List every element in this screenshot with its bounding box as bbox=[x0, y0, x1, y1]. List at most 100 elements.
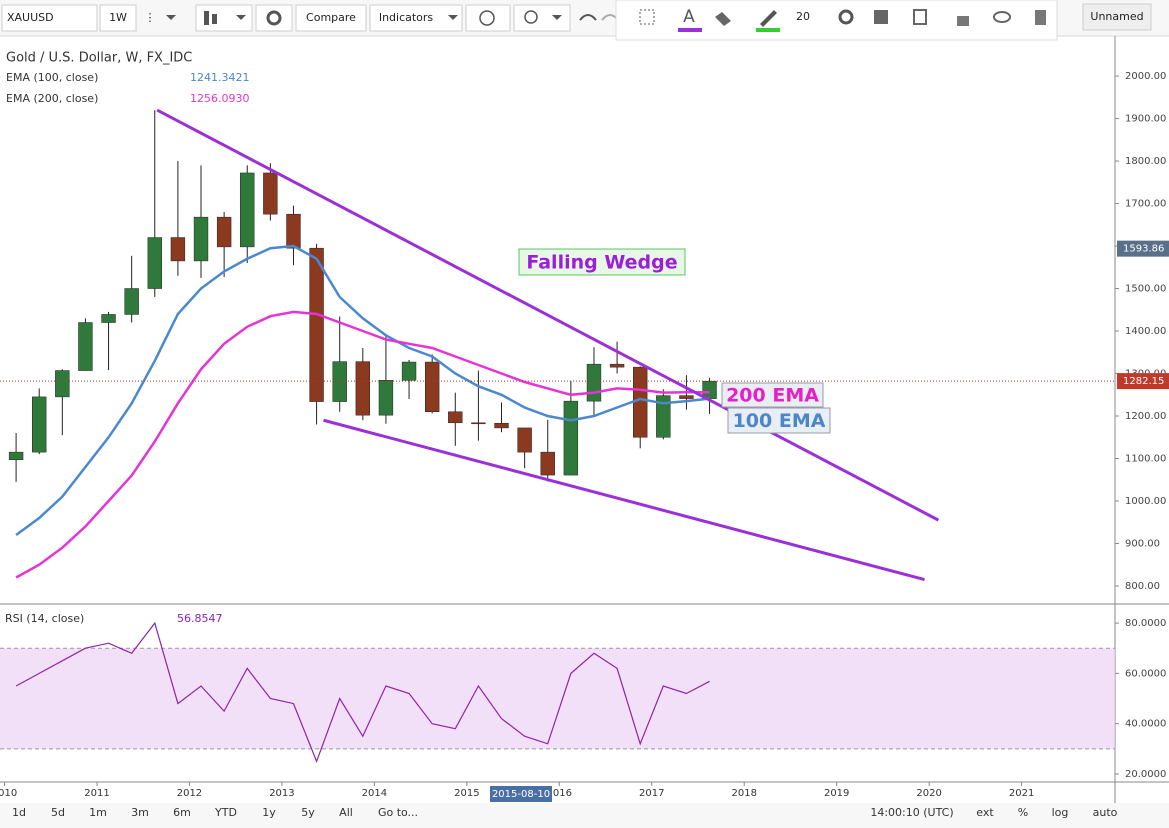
annotation: Falling Wedge bbox=[526, 252, 677, 274]
candle-body bbox=[401, 361, 417, 381]
y-tick-label: 1800.00 bbox=[1125, 156, 1166, 167]
candle-body bbox=[147, 237, 162, 289]
y-tick-label: 1000.00 bbox=[1125, 496, 1166, 507]
interval-box[interactable] bbox=[99, 4, 137, 32]
candle-body bbox=[424, 361, 440, 413]
x-tick-label: 2015 bbox=[454, 788, 479, 799]
y-tick-label: 1900.00 bbox=[1125, 114, 1166, 125]
candle-body bbox=[78, 322, 93, 371]
candle-body bbox=[609, 363, 625, 368]
x-tick-label: 2017 bbox=[639, 788, 664, 799]
candle-body bbox=[170, 237, 186, 262]
x-tick-label: 2010 bbox=[0, 788, 17, 799]
interval[interactable]: 1W bbox=[109, 11, 127, 24]
candle-body bbox=[286, 213, 301, 249]
y-tick-label: 1700.00 bbox=[1125, 199, 1166, 210]
y-tick-label: 80.0000 bbox=[1125, 618, 1166, 629]
line-color-tool[interactable] bbox=[760, 10, 777, 27]
candle-body bbox=[240, 172, 255, 248]
fill-tool[interactable] bbox=[715, 12, 731, 26]
last-price-box bbox=[1117, 373, 1169, 390]
drawing-toolbar bbox=[615, 0, 1058, 41]
crosshair-price-label: 1593.86 bbox=[1123, 244, 1164, 255]
trend-line bbox=[323, 418, 925, 582]
crosshair-date-box bbox=[490, 786, 552, 802]
candle-body bbox=[448, 411, 463, 424]
range-button[interactable]: All bbox=[339, 806, 353, 819]
clone[interactable] bbox=[913, 9, 927, 25]
range-button[interactable]: 3m bbox=[131, 806, 149, 819]
y-tick-label: 20.0000 bbox=[1125, 769, 1166, 780]
dropdown[interactable] bbox=[166, 15, 176, 20]
lock[interactable] bbox=[957, 16, 969, 26]
candle-body bbox=[679, 395, 694, 399]
undo[interactable] bbox=[579, 14, 597, 21]
scale-option[interactable]: log bbox=[1052, 806, 1069, 819]
rsi-line bbox=[15, 621, 710, 764]
ema-100-value: 1241.3421 bbox=[190, 71, 250, 84]
range-button[interactable]: 5y bbox=[301, 806, 315, 819]
layout-name[interactable]: Unnamed bbox=[1090, 10, 1143, 23]
candle-body bbox=[494, 422, 509, 429]
candle-body bbox=[193, 216, 209, 262]
candle-body bbox=[563, 400, 579, 476]
bottom-bar bbox=[0, 803, 1169, 828]
range-button[interactable]: 5d bbox=[51, 806, 65, 819]
drawing-settings[interactable] bbox=[838, 9, 854, 25]
indicators[interactable]: Indicators bbox=[379, 11, 434, 24]
chart-title: Gold / U.S. Dollar, W, FX_IDC bbox=[6, 51, 192, 66]
delete[interactable] bbox=[1035, 10, 1046, 25]
text-color-tool[interactable]: A bbox=[683, 7, 695, 27]
annotation-box bbox=[721, 382, 824, 408]
scale-option[interactable]: % bbox=[1018, 806, 1028, 819]
layout-button[interactable] bbox=[1082, 3, 1152, 31]
y-tick-label: 900.00 bbox=[1125, 538, 1160, 549]
range-button[interactable]: 6m bbox=[173, 806, 191, 819]
symbol[interactable]: XAUUSD bbox=[7, 11, 54, 24]
y-tick-label: 1500.00 bbox=[1125, 284, 1166, 295]
x-tick-label: 2012 bbox=[177, 788, 202, 799]
visibility[interactable] bbox=[993, 11, 1011, 23]
annotation: 200 EMA bbox=[726, 385, 819, 407]
theme-button[interactable] bbox=[513, 4, 571, 32]
layers[interactable] bbox=[874, 10, 888, 24]
rsi-legend: RSI (14, close) bbox=[5, 612, 84, 625]
symbol-box[interactable] bbox=[1, 4, 98, 32]
compare[interactable]: Compare bbox=[306, 11, 356, 24]
candle-body bbox=[32, 396, 47, 453]
x-tick-label: 2019 bbox=[824, 788, 849, 799]
rsi-band bbox=[0, 648, 1115, 749]
candle-body bbox=[263, 172, 278, 215]
line-width[interactable]: 20 bbox=[796, 10, 810, 23]
settings-button[interactable] bbox=[255, 4, 293, 32]
select-tool[interactable] bbox=[639, 9, 655, 25]
scale-option[interactable]: auto bbox=[1093, 806, 1118, 819]
menu-icon[interactable]: ⋮ bbox=[145, 11, 156, 24]
candle-body bbox=[656, 395, 671, 438]
scale-option[interactable]: ext bbox=[976, 806, 994, 819]
crosshair-date-label: 2015-08-10 bbox=[492, 789, 550, 800]
x-tick-label: 2018 bbox=[732, 788, 757, 799]
range-button[interactable]: 1d bbox=[12, 806, 26, 819]
candle-body bbox=[540, 451, 555, 476]
y-tick-label: 60.0000 bbox=[1125, 668, 1166, 679]
ema-line bbox=[15, 310, 710, 579]
alert-button[interactable] bbox=[465, 4, 511, 32]
range-button[interactable]: 1y bbox=[262, 806, 276, 819]
y-tick-label: 1200.00 bbox=[1125, 411, 1166, 422]
goto-button[interactable]: Go to... bbox=[378, 806, 418, 819]
range-button[interactable]: YTD bbox=[214, 806, 237, 819]
y-tick-label: 1400.00 bbox=[1125, 326, 1166, 337]
indicators-button[interactable] bbox=[369, 4, 463, 32]
compare-button[interactable] bbox=[295, 4, 367, 32]
rsi-value: 56.8547 bbox=[177, 612, 223, 625]
x-tick-label: 2016 bbox=[547, 788, 572, 799]
y-tick-label: 1100.00 bbox=[1125, 454, 1166, 465]
ema-line bbox=[15, 244, 710, 537]
candle-body bbox=[586, 363, 602, 402]
x-tick-label: 2020 bbox=[916, 788, 941, 799]
range-button[interactable]: 1m bbox=[89, 806, 107, 819]
candle-body bbox=[124, 288, 139, 315]
candle-body bbox=[633, 366, 648, 438]
